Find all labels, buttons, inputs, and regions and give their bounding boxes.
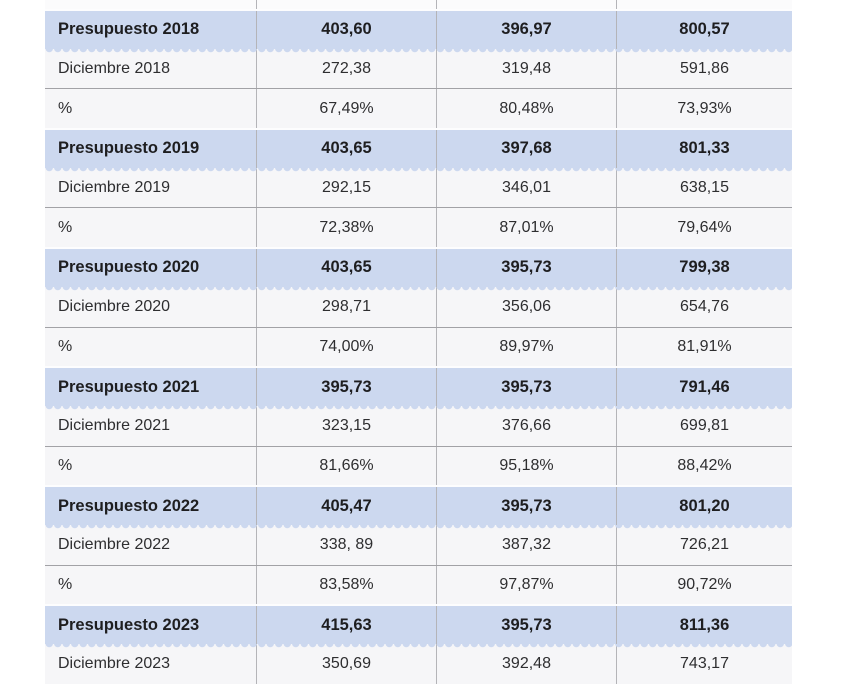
- cell-value: 338, 89: [256, 524, 436, 565]
- cropped-cell: [256, 0, 436, 9]
- cell-value: 292,15: [256, 167, 436, 208]
- table-row: % 83,58% 97,87% 90,72%: [45, 564, 792, 605]
- cell-value: 319,48: [436, 48, 616, 89]
- table-row: Diciembre 2019 292,15 346,01 638,15: [45, 167, 792, 208]
- table-row: Diciembre 2023 350,69 392,48 743,17: [45, 644, 792, 684]
- cell-value: 638,15: [616, 167, 792, 208]
- cell-value: 87,01%: [436, 208, 616, 248]
- cell-value: 83,58%: [256, 565, 436, 605]
- row-label: Presupuesto 2023: [58, 615, 200, 634]
- cell-value: 403,65: [256, 249, 436, 287]
- cell-value: 403,60: [256, 11, 436, 49]
- table-row: Diciembre 2018 272,38 319,48 591,86: [45, 48, 792, 89]
- cell-value: 346,01: [436, 167, 616, 208]
- cell-value: 298,71: [256, 286, 436, 327]
- row-label: %: [58, 99, 73, 117]
- cell-value: 95,18%: [436, 446, 616, 486]
- cell-value: 74,00%: [256, 327, 436, 367]
- table-row: Diciembre 2022 338, 89 387,32 726,21: [45, 524, 792, 565]
- cell-value: 801,33: [616, 130, 792, 168]
- row-label: Presupuesto 2022: [58, 496, 200, 515]
- table-row: % 81,66% 95,18% 88,42%: [45, 445, 792, 486]
- table-row-header: Presupuesto 2022 405,47 395,73 801,20: [45, 485, 792, 529]
- cropped-cell: [45, 0, 256, 9]
- cell-value: 67,49%: [256, 89, 436, 129]
- row-label: Diciembre 2018: [58, 59, 171, 77]
- row-label: %: [58, 218, 73, 236]
- cropped-cell: [616, 0, 792, 9]
- cell-value: 89,97%: [436, 327, 616, 367]
- cell-value: 591,86: [616, 48, 792, 89]
- cropped-row-top: [45, 0, 792, 9]
- cell-value: 800,57: [616, 11, 792, 49]
- cropped-cell: [436, 0, 616, 9]
- cell-value: 80,48%: [436, 89, 616, 129]
- cell-value: 811,36: [616, 606, 792, 644]
- cell-value: 90,72%: [616, 565, 792, 605]
- table-row-header: Presupuesto 2018 403,60 396,97 800,57: [45, 9, 792, 53]
- row-label: Presupuesto 2019: [58, 139, 200, 158]
- cell-value: 791,46: [616, 368, 792, 406]
- row-label: Diciembre 2019: [58, 178, 171, 196]
- cell-value: 403,65: [256, 130, 436, 168]
- row-label: %: [58, 575, 73, 593]
- cell-value: 415,63: [256, 606, 436, 644]
- cell-value: 392,48: [436, 644, 616, 684]
- row-label: %: [58, 456, 73, 474]
- cell-value: 323,15: [256, 405, 436, 446]
- row-label: Presupuesto 2018: [58, 20, 200, 39]
- cell-value: 397,68: [436, 130, 616, 168]
- cell-value: 272,38: [256, 48, 436, 89]
- table-row: % 74,00% 89,97% 81,91%: [45, 326, 792, 367]
- cell-value: 81,91%: [616, 327, 792, 367]
- cell-value: 350,69: [256, 644, 436, 684]
- cell-value: 395,73: [436, 368, 616, 406]
- cell-value: 743,17: [616, 644, 792, 684]
- row-label: Presupuesto 2020: [58, 258, 200, 277]
- row-label: %: [58, 337, 73, 355]
- table-row-header: Presupuesto 2021 395,73 395,73 791,46: [45, 366, 792, 410]
- cell-value: 395,73: [436, 249, 616, 287]
- cell-value: 73,93%: [616, 89, 792, 129]
- row-label: Presupuesto 2021: [58, 377, 200, 396]
- cell-value: 387,32: [436, 524, 616, 565]
- cell-value: 726,21: [616, 524, 792, 565]
- table-row: % 72,38% 87,01% 79,64%: [45, 207, 792, 248]
- budget-table: Presupuesto 2018 403,60 396,97 800,57 Diciem…: [45, 0, 792, 684]
- cell-value: 405,47: [256, 487, 436, 525]
- cell-value: 395,73: [436, 606, 616, 644]
- cell-value: 799,38: [616, 249, 792, 287]
- row-label: Diciembre 2021: [58, 416, 171, 434]
- cell-value: 72,38%: [256, 208, 436, 248]
- table-row-header: Presupuesto 2023 415,63 395,73 811,36: [45, 604, 792, 648]
- table-row: % 67,49% 80,48% 73,93%: [45, 88, 792, 129]
- cell-value: 801,20: [616, 487, 792, 525]
- cell-value: 699,81: [616, 405, 792, 446]
- table-row: Diciembre 2021 323,15 376,66 699,81: [45, 405, 792, 446]
- cell-value: 81,66%: [256, 446, 436, 486]
- row-label: Diciembre 2020: [58, 297, 171, 315]
- table-row-header: Presupuesto 2020 403,65 395,73 799,38: [45, 247, 792, 291]
- cell-value: 97,87%: [436, 565, 616, 605]
- row-label: Diciembre 2023: [58, 654, 171, 672]
- cell-value: 654,76: [616, 286, 792, 327]
- cell-value: 79,64%: [616, 208, 792, 248]
- cell-value: 396,97: [436, 11, 616, 49]
- cell-value: 88,42%: [616, 446, 792, 486]
- table-row-header: Presupuesto 2019 403,65 397,68 801,33: [45, 128, 792, 172]
- cell-value: 395,73: [256, 368, 436, 406]
- row-label: Diciembre 2022: [58, 535, 171, 553]
- cell-value: 356,06: [436, 286, 616, 327]
- cell-value: 376,66: [436, 405, 616, 446]
- table-row: Diciembre 2020 298,71 356,06 654,76: [45, 286, 792, 327]
- cell-value: 395,73: [436, 487, 616, 525]
